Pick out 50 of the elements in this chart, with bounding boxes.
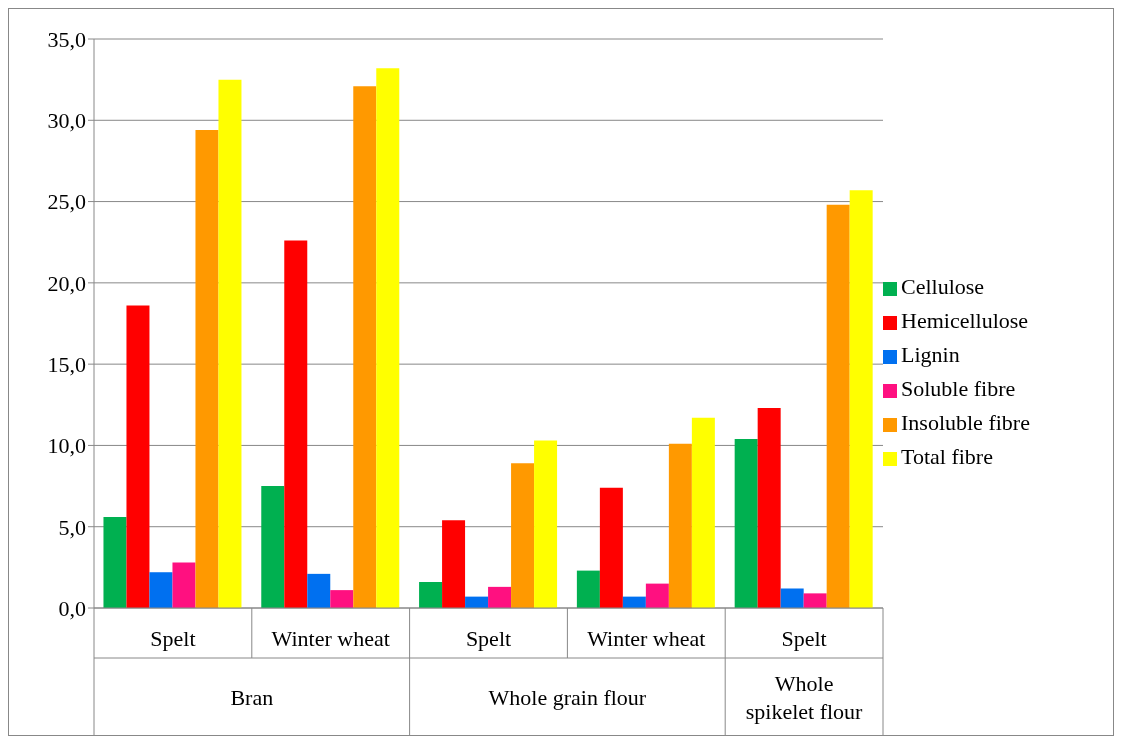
y-tick-label: 5,0: [58, 514, 86, 540]
bar: [218, 79, 242, 608]
x-tick-label: Winter wheat: [587, 625, 706, 651]
legend-label: Insoluble fibre: [901, 410, 1030, 435]
bar: [353, 86, 377, 608]
bar: [691, 417, 715, 608]
bar: [126, 305, 150, 608]
bar: [284, 240, 308, 608]
legend-label: Hemicellulose: [901, 308, 1029, 333]
bar: [849, 190, 873, 608]
y-tick-label: 30,0: [47, 108, 86, 134]
y-tick-label: 0,0: [58, 595, 86, 621]
y-tick-label: 20,0: [47, 270, 86, 296]
bar: [195, 130, 219, 608]
y-tick-label: 25,0: [47, 189, 86, 215]
bar: [645, 583, 669, 608]
text: Bran: [229, 683, 275, 712]
text: Whole spikelet flour: [744, 669, 864, 726]
bar: [172, 562, 196, 608]
legend-label: Cellulose: [901, 274, 985, 299]
bar: [780, 588, 804, 608]
y-tick-label: 35,0: [47, 26, 86, 52]
bar: [576, 570, 600, 608]
bar: [261, 486, 285, 608]
x-tick-label: Spelt: [781, 625, 827, 651]
bar: [599, 487, 623, 608]
x-tick-label: Spelt: [465, 625, 512, 651]
legend-label: Soluble fibre: [901, 376, 1016, 401]
legend-label: Total fibre: [901, 444, 993, 469]
x-tick-label: Spelt: [150, 625, 196, 651]
bar: [757, 408, 781, 608]
text: Whole grain flour: [487, 683, 648, 712]
bar: [803, 593, 827, 608]
bar: [419, 581, 443, 608]
y-tick-label: 15,0: [47, 351, 86, 377]
bar: [534, 440, 558, 608]
x-tick-label: Winter wheat: [271, 625, 390, 651]
bar: [511, 463, 535, 608]
bar: [442, 520, 466, 608]
bar: [376, 68, 400, 608]
y-tick-label: 10,0: [47, 433, 86, 459]
bar: [103, 516, 127, 608]
bar: [330, 590, 354, 608]
legend-label: Lignin: [901, 342, 960, 367]
bar: [826, 204, 850, 608]
bar: [488, 586, 512, 608]
bar: [734, 438, 758, 608]
bar: [668, 443, 692, 608]
bar: [307, 573, 331, 608]
bar: [149, 572, 173, 608]
